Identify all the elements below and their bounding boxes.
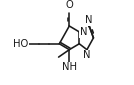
Text: N: N: [80, 27, 88, 37]
Text: NH: NH: [62, 62, 77, 72]
Text: HO: HO: [13, 39, 29, 49]
Text: N: N: [85, 15, 93, 25]
Text: O: O: [65, 0, 73, 10]
Text: N: N: [83, 50, 91, 60]
